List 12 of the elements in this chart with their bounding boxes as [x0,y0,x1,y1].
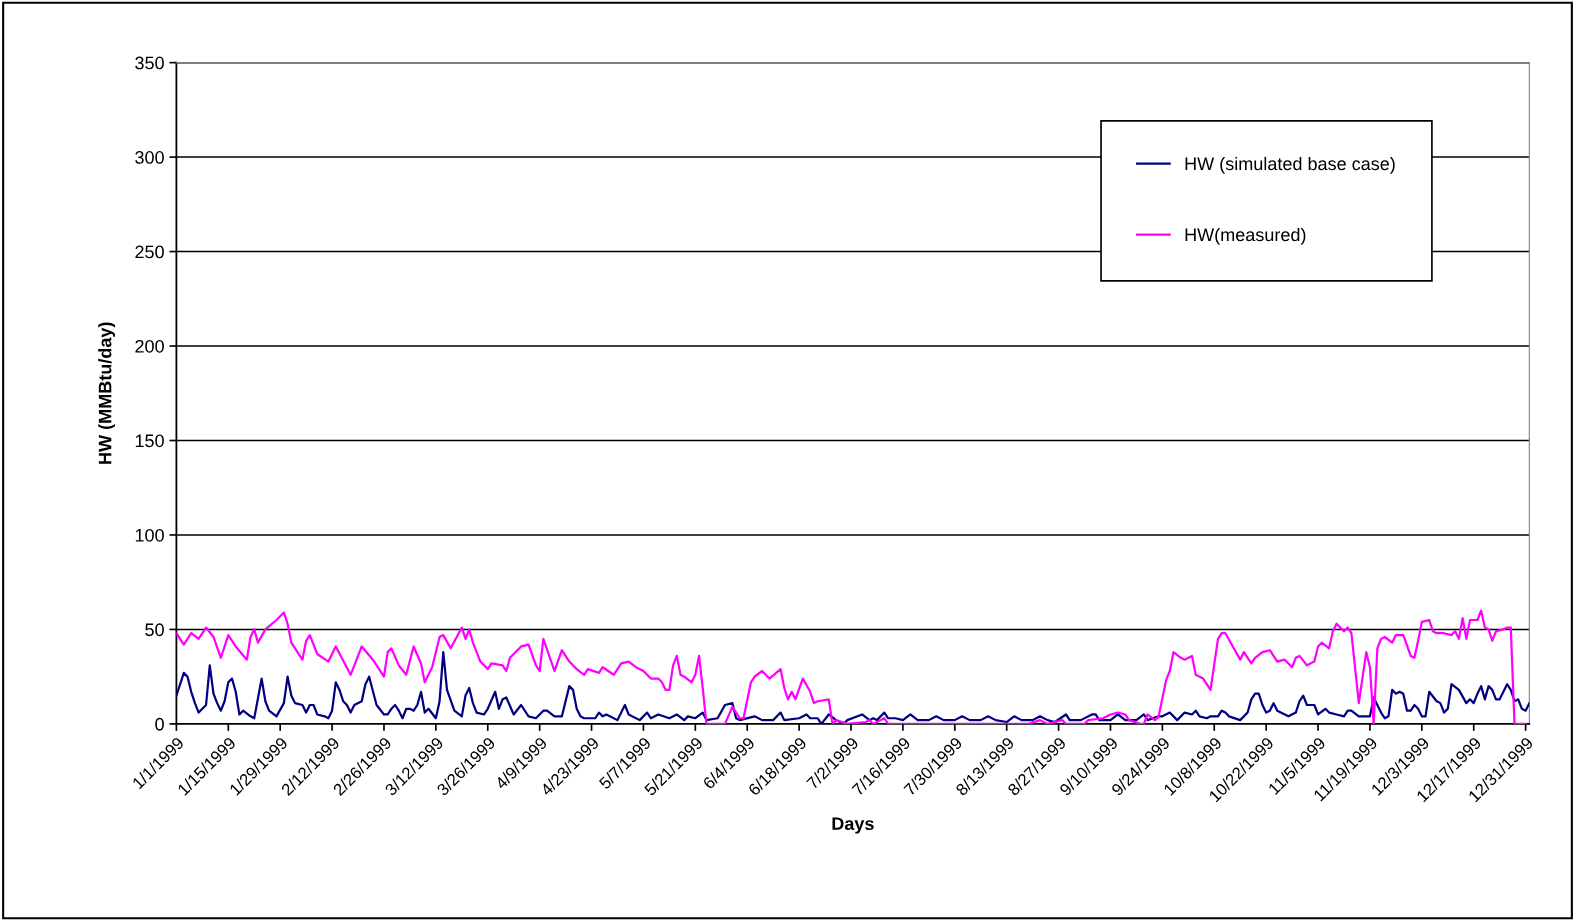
y-tick-label: 200 [135,339,164,353]
legend-label: HW (simulated base case) [1185,156,1395,174]
y-tick-label: 0 [155,717,164,731]
legend-label: HW(measured) [1185,227,1306,245]
y-tick-label: 150 [135,434,164,448]
x-axis-title: Days [832,817,874,834]
y-tick-label: 350 [135,56,164,70]
y-tick-label: 100 [135,528,164,542]
y-axis-title: HW (MMBtu/day) [98,322,116,464]
y-tick-label: 250 [135,245,164,259]
y-tick-label: 300 [135,151,164,164]
y-tick-label: 50 [145,623,164,637]
